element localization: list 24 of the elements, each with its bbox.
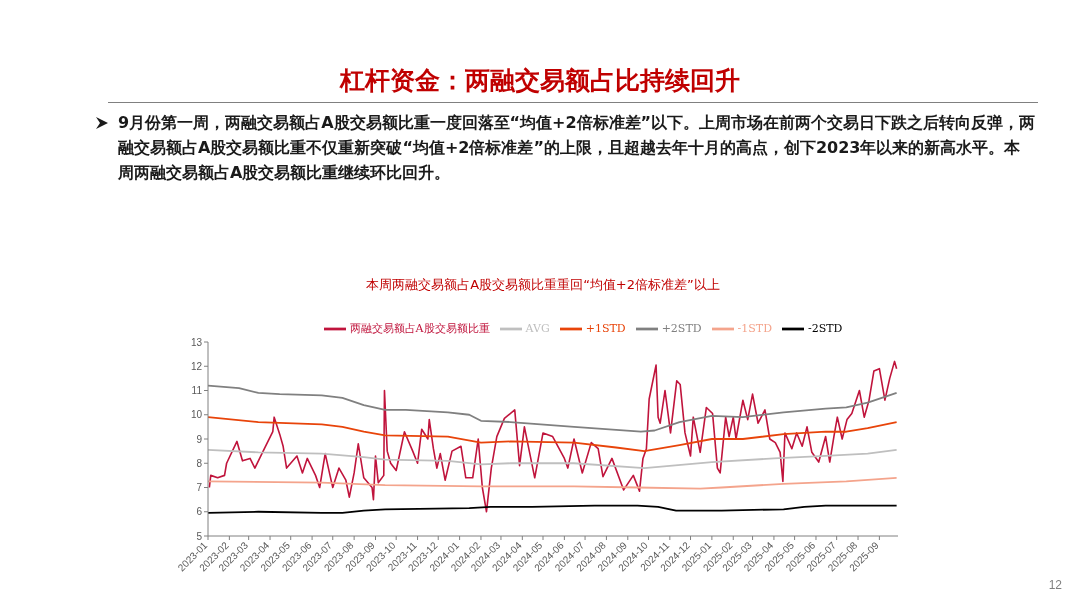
y-tick-label: 8	[196, 457, 203, 469]
legend-label: 两融交易额占A股交易额比重	[349, 322, 490, 335]
y-tick-label: 6	[196, 506, 203, 518]
y-tick-label: 12	[190, 360, 203, 372]
text: 9月份第一周，两融交易额占A股交易额比重一度回落至“均值+2倍标准差”以下。上周市场在前两个交易日下跌之后转向反弹，两融交易额占A股交易额比重不仅重新突破“均值+2倍标准差”的上限，且超越去年十月的高点，创下2023年以来的新高水平。本周两融交易额占A股交易额比重继续环比回升。	[118, 112, 1036, 184]
y-tick-label: 13	[190, 336, 203, 348]
y-tick-label: 7	[196, 482, 203, 494]
line-series	[208, 449, 898, 469]
chart-subtitle: 本周两融交易额占A股交易额比重重回“均值+2倍标准差”以上	[365, 276, 721, 294]
line-series	[208, 476, 898, 490]
line-series	[208, 504, 898, 514]
y-tick-label: 5	[196, 530, 203, 542]
y-tick-label: 9	[196, 433, 203, 445]
text: 12	[1048, 578, 1062, 592]
legend-label: AVG	[525, 322, 550, 335]
line-series	[208, 360, 898, 513]
legend-label: -1STD	[737, 322, 772, 335]
legend-label: +2STD	[661, 322, 702, 335]
chart-title: 杠杆资金：两融交易额占比持续回升	[338, 65, 741, 97]
y-tick-label: 10	[190, 409, 203, 421]
legend-label: -2STD	[807, 322, 843, 335]
y-tick-label: 11	[191, 385, 203, 397]
line-series	[208, 416, 898, 453]
legend-label: +1STD	[585, 322, 626, 335]
